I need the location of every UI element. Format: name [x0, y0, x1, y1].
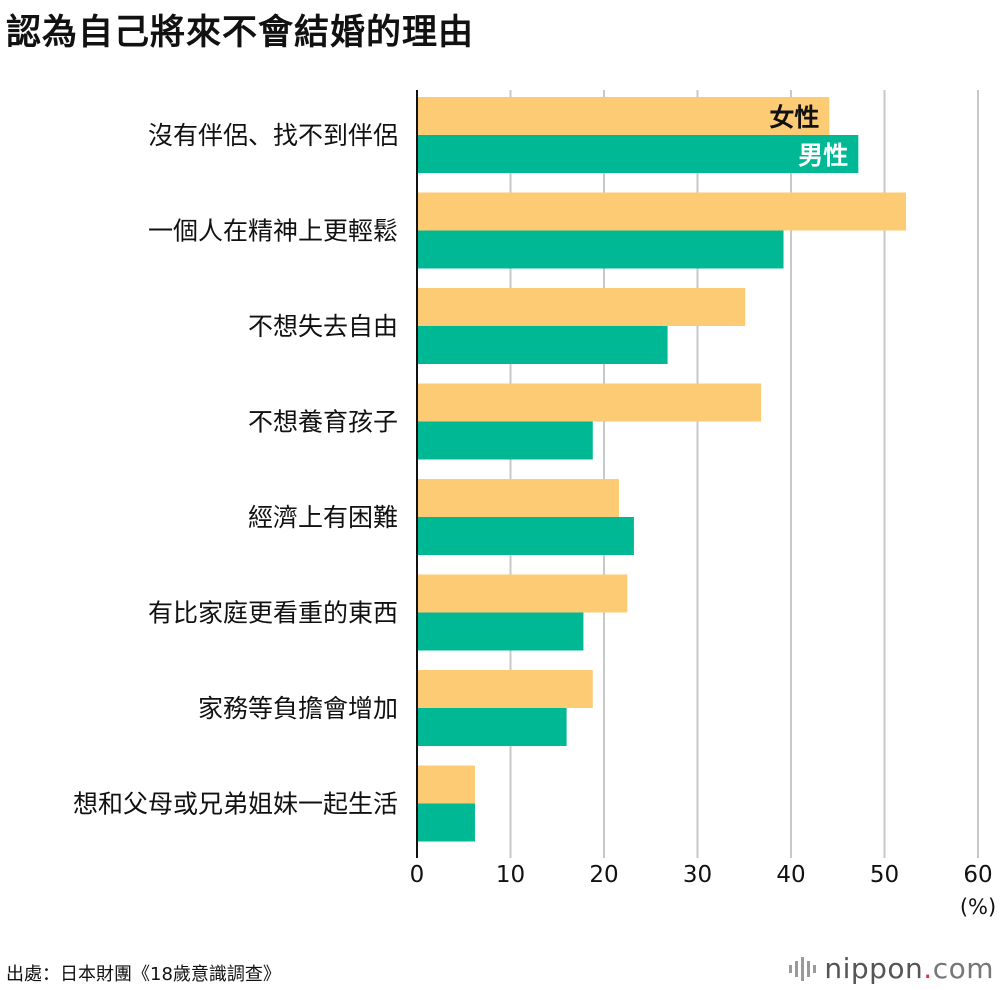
bar-female	[417, 574, 628, 613]
category-label: 不想養育孩子	[248, 408, 398, 437]
category-label: 經濟上有困難	[248, 503, 398, 532]
category-label: 有比家庭更看重的東西	[148, 599, 398, 628]
soundwave-icon	[789, 956, 817, 981]
x-tick-label: 50	[870, 862, 899, 888]
logo-dot: .	[923, 952, 933, 985]
bar-chart: 0 10 20 30 40 50 60 (%) 沒有伴侶、找不到伴侶一個人在精神上更輕鬆不想失去…	[73, 90, 996, 919]
x-unit-label: (%)	[960, 895, 996, 919]
bar-male	[417, 135, 859, 173]
bar-female	[417, 479, 619, 517]
x-tick-label: 60	[963, 862, 992, 888]
bar-female	[417, 288, 746, 326]
chart-title: 認為自己將來不會結婚的理由	[6, 13, 475, 53]
bar-male	[417, 708, 567, 746]
series-label-male: 男性	[798, 141, 848, 170]
category-label: 沒有伴侶、找不到伴侶	[148, 121, 398, 150]
bar-female	[417, 383, 762, 422]
x-tick-label: 30	[683, 862, 712, 888]
bar-male	[417, 326, 668, 364]
bar-layer	[417, 97, 907, 842]
category-label: 一個人在精神上更輕鬆	[148, 217, 398, 246]
bar-male	[417, 230, 784, 269]
x-tick-label: 20	[589, 862, 618, 888]
x-tick-label: 10	[496, 862, 525, 888]
bar-male	[417, 803, 475, 842]
bar-male	[417, 612, 584, 651]
series-label-female: 女性	[769, 103, 819, 132]
nippon-logo: nippon.com	[788, 952, 994, 985]
category-label: 想和父母或兄弟姐妹一起生活	[73, 790, 398, 819]
bar-female	[417, 192, 907, 231]
category-label: 不想失去自由	[248, 312, 398, 341]
logo-suffix: com	[932, 952, 994, 985]
bar-male	[417, 517, 634, 555]
bar-female	[417, 97, 830, 135]
logo-name: nippon	[824, 952, 924, 985]
x-tick-label: 0	[410, 862, 425, 888]
bar-female	[417, 670, 593, 708]
x-tick-label: 40	[776, 862, 805, 888]
label-layer: 0 10 20 30 40 50 60 (%) 沒有伴侶、找不到伴侶一個人在精神上更輕鬆不想失去…	[73, 90, 996, 919]
source-note: 出處：日本財團《18歲意識調查》	[6, 964, 281, 985]
logo-text: nippon.com	[824, 952, 994, 985]
category-label: 家務等負擔會增加	[198, 694, 398, 723]
bar-female	[417, 765, 475, 804]
bar-male	[417, 421, 593, 460]
